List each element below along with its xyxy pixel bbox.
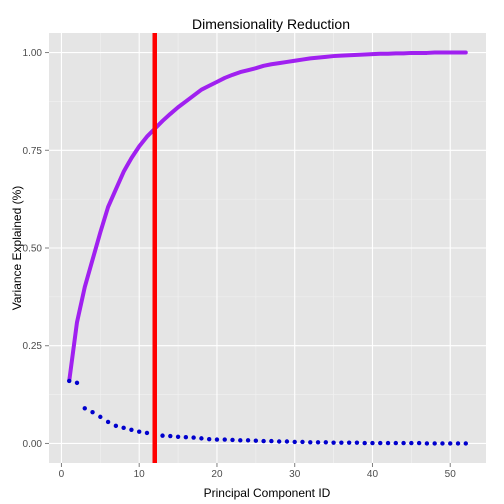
x-tick-label: 10 [134,469,146,480]
y-tick-label: 1.00 [23,48,43,59]
variance-point [370,440,375,446]
variance-point [183,435,189,440]
variance-point [401,440,406,446]
variance-point [346,440,352,445]
variance-point [308,440,313,445]
variance-point [378,440,383,446]
chart-title: Dimensionality Reduction [192,16,350,32]
y-axis-label: Variance Explained (%) [10,186,24,311]
variance-point [276,439,282,444]
y-tick-label: 0.75 [23,146,43,157]
variance-point [331,440,336,445]
x-tick-label: 50 [445,469,457,480]
variance-point [354,440,360,445]
variance-point [409,440,414,446]
x-axis: 0 10 20 30 40 50 [59,463,457,480]
variance-point [129,427,134,432]
x-tick-label: 20 [211,469,223,480]
variance-point [160,433,165,438]
variance-point [67,378,72,384]
x-tick-label: 40 [367,469,379,480]
variance-point [362,440,367,446]
variance-point [440,441,445,446]
y-tick-label: 0.50 [23,244,43,255]
cumulative-variance-line [67,50,468,383]
variance-point [416,440,422,446]
variance-point [168,433,173,439]
x-tick-label: 30 [289,469,301,480]
x-tick-label: 0 [59,469,65,480]
variance-point [245,438,251,443]
variance-point [284,439,290,444]
variance-point [191,435,196,440]
variance-point [393,440,399,446]
variance-point [74,380,80,386]
variance-point [424,441,430,446]
variance-point [175,434,181,440]
variance-point [98,414,103,420]
variance-point [339,440,344,445]
variance-point [121,425,126,431]
variance-point [253,438,259,443]
variance-point [323,440,329,445]
y-tick-label: 0.25 [23,341,43,352]
variance-point [136,429,142,434]
variance-point [432,441,437,446]
variance-point [292,439,297,445]
variance-point [269,438,274,444]
variance-point [105,419,111,425]
variance-point [385,440,391,446]
variance-point [90,409,95,415]
y-tick-label: 0.00 [23,439,43,450]
variance-point [455,441,461,446]
series-layer [67,33,468,463]
variance-point [199,436,204,441]
variance-point [144,430,150,436]
variance-point [463,441,468,446]
variance-point [230,437,235,443]
variance-point [261,438,266,444]
variance-point [214,437,220,442]
variance-point [222,437,227,442]
variance-point [300,439,305,445]
x-axis-label: Principal Component ID [204,486,331,500]
variance-point [448,441,453,446]
variance-point [315,440,321,445]
variance-point [206,436,212,442]
variance-point [82,406,87,411]
variance-point [113,423,119,429]
y-axis: 0.00 0.25 0.50 0.75 1.00 [23,48,49,450]
variance-point [238,438,243,443]
